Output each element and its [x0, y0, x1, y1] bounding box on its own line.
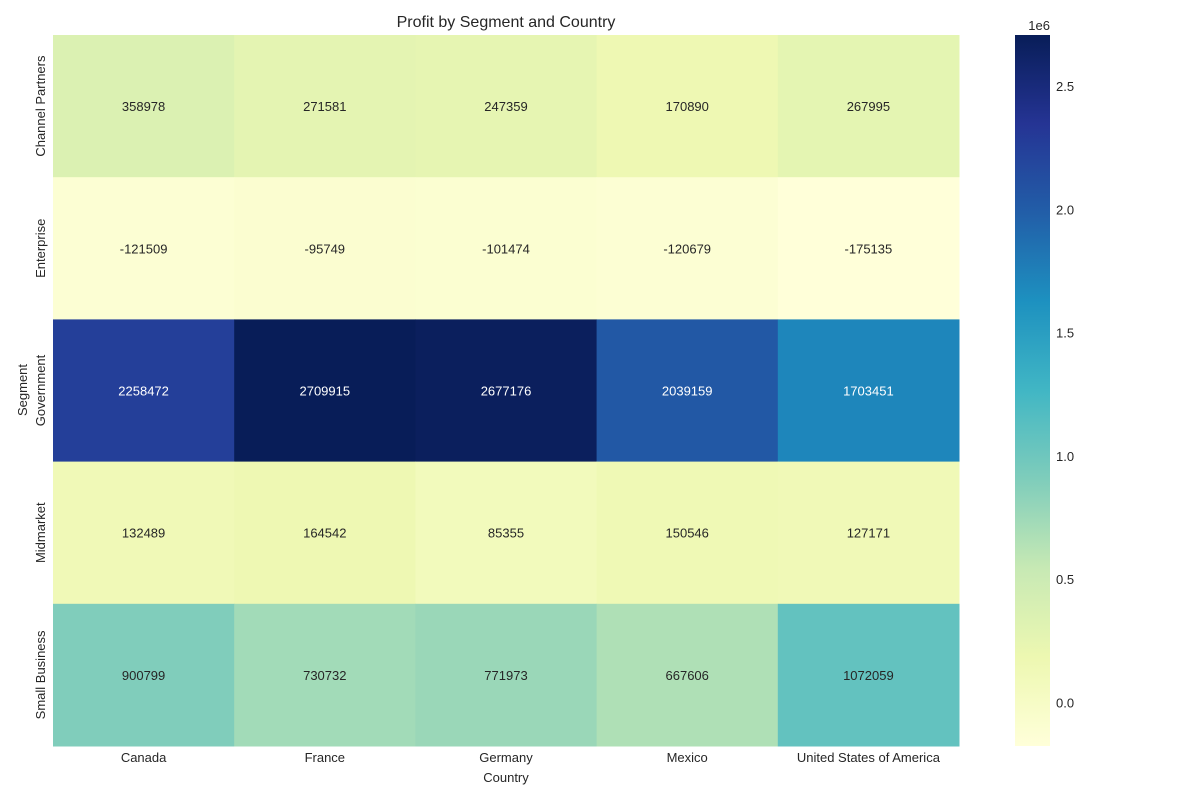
- y-axis-tick-labels: Channel Partners Enterprise Government Midm…: [33, 55, 48, 719]
- heatmap-cell: [53, 461, 235, 605]
- cell-value-label: 730732: [303, 668, 346, 683]
- colorbar-tick-label: 2.0: [1056, 202, 1074, 217]
- heatmap-cell: [53, 177, 235, 320]
- heatmap-cell: [777, 319, 960, 463]
- x-tick-label: France: [305, 750, 345, 765]
- heatmap-cell: [234, 319, 416, 463]
- x-axis-title: Country: [483, 770, 529, 785]
- heatmap-cell: [415, 319, 598, 463]
- colorbar-tick-label: 2.5: [1056, 79, 1074, 94]
- cell-value-label: 2677176: [481, 384, 532, 399]
- y-axis-title: Segment: [15, 364, 30, 416]
- y-tick-label: Government: [33, 354, 48, 426]
- cell-value-label: 1703451: [843, 384, 894, 399]
- heatmap-cells: 358978 271581 247359 170890 267995 -121509 -95…: [53, 35, 960, 747]
- heatmap-cell: [234, 603, 416, 747]
- heatmap-cell: [53, 35, 235, 178]
- x-tick-label: Canada: [121, 750, 167, 765]
- cell-value-label: 127171: [847, 526, 890, 541]
- heatmap-cell: [777, 603, 960, 747]
- cell-value-label: -101474: [482, 241, 530, 256]
- x-tick-label: United States of America: [797, 750, 941, 765]
- cell-value-label: -175135: [845, 241, 893, 256]
- heatmap-cell: [234, 177, 416, 320]
- heatmap-cell: [53, 603, 235, 747]
- x-tick-label: Germany: [479, 750, 533, 765]
- x-axis-tick-labels: Canada France Germany Mexico United States o…: [121, 750, 941, 765]
- cell-value-label: 271581: [303, 99, 346, 114]
- cell-value-label: -120679: [663, 241, 711, 256]
- heatmap-cell: [596, 319, 779, 463]
- cell-value-label: -121509: [120, 241, 168, 256]
- cell-value-label: 2709915: [299, 384, 350, 399]
- colorbar-tick-label: 0.0: [1056, 695, 1074, 710]
- heatmap-cell: [596, 603, 779, 747]
- heatmap-cell: [234, 35, 416, 178]
- cell-value-label: -95749: [305, 241, 345, 256]
- heatmap-cell: [415, 461, 598, 605]
- cell-value-label: 267995: [847, 99, 890, 114]
- heatmap-cell: [53, 319, 235, 463]
- y-tick-label: Midmarket: [33, 502, 48, 563]
- y-tick-label: Channel Partners: [33, 55, 48, 157]
- colorbar-tick-label: 1.5: [1056, 326, 1074, 341]
- cell-value-label: 170890: [666, 99, 709, 114]
- y-tick-label: Small Business: [33, 630, 48, 719]
- heatmap-cell: [596, 177, 779, 320]
- colorbar: 1e6 0.0 0.5 1.0 1.5 2.0 2.5: [1015, 18, 1074, 746]
- x-tick-label: Mexico: [667, 750, 708, 765]
- cell-value-label: 164542: [303, 526, 346, 541]
- heatmap-cell: [777, 35, 960, 178]
- colorbar-tick-label: 1.0: [1056, 449, 1074, 464]
- chart-title: Profit by Segment and Country: [397, 14, 616, 31]
- colorbar-tick-label: 0.5: [1056, 572, 1074, 587]
- cell-value-label: 358978: [122, 99, 165, 114]
- heatmap-cell: [777, 177, 960, 320]
- heatmap-cell: [415, 603, 598, 747]
- cell-value-label: 900799: [122, 668, 165, 683]
- cell-value-label: 2258472: [118, 384, 169, 399]
- cell-value-label: 150546: [666, 526, 709, 541]
- cell-value-label: 132489: [122, 526, 165, 541]
- heatmap-cell: [234, 461, 416, 605]
- cell-value-label: 771973: [484, 668, 527, 683]
- heatmap-cell: [596, 461, 779, 605]
- heatmap-cell: [596, 35, 779, 178]
- colorbar-gradient: [1015, 35, 1050, 746]
- colorbar-scale-label: 1e6: [1028, 18, 1050, 33]
- heatmap-cell: [415, 35, 598, 178]
- colorbar-ticks: 0.0 0.5 1.0 1.5 2.0 2.5: [1056, 79, 1074, 710]
- cell-value-label: 85355: [488, 526, 524, 541]
- cell-value-label: 667606: [666, 668, 709, 683]
- y-tick-label: Enterprise: [33, 219, 48, 278]
- cell-value-label: 1072059: [843, 668, 894, 683]
- cell-value-label: 2039159: [662, 384, 713, 399]
- heatmap-cell: [777, 461, 960, 605]
- cell-value-label: 247359: [484, 99, 527, 114]
- heatmap-cell: [415, 177, 598, 320]
